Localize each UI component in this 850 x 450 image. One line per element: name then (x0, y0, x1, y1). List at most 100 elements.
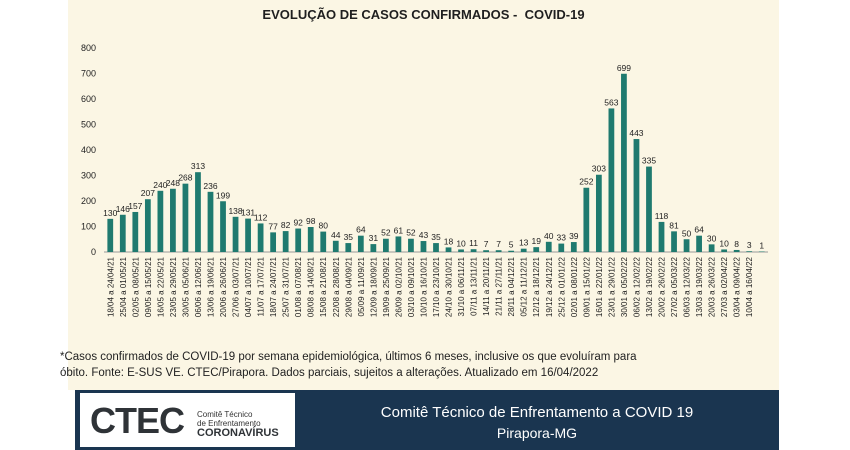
x-tick-label: 30/05 a 05/06/21 (181, 256, 190, 317)
data-label: 3 (747, 240, 752, 250)
x-tick-label: 18/04 a 24/04/21 (106, 256, 115, 317)
x-tick-label: 13/03 a 19/03/22 (695, 256, 704, 317)
bar (470, 249, 477, 252)
x-tick-label: 30/01 a 05/02/22 (620, 256, 629, 317)
data-label: 52 (381, 228, 391, 238)
data-label: 10 (456, 238, 466, 248)
data-label: 303 (592, 164, 606, 174)
bar (257, 223, 264, 252)
bar (533, 247, 540, 252)
bar (721, 249, 728, 252)
x-tick-label: 29/08 a 04/09/21 (344, 256, 353, 317)
bar (207, 191, 214, 252)
logo-subtitle-1: Comitê Técnico (197, 410, 253, 419)
x-tick-label: 13/02 a 19/02/22 (645, 256, 654, 317)
banner-title: Comitê Técnico de Enfrentamento a COVID … (380, 404, 694, 421)
x-tick-label: 26/09 a 02/10/21 (394, 256, 403, 317)
bar (119, 214, 126, 252)
x-tick-label: 25/07 a 31/07/21 (282, 256, 291, 317)
bar (708, 244, 715, 252)
y-tick-label: 800 (81, 43, 96, 53)
y-tick-label: 100 (81, 222, 96, 232)
data-label: 64 (694, 225, 704, 235)
x-tick-label: 31/10 a 06/11/21 (457, 256, 466, 316)
data-label: 248 (166, 178, 180, 188)
bar (520, 248, 527, 252)
x-tick-label: 12/12 a 18/12/21 (532, 256, 541, 317)
bar (608, 108, 615, 252)
data-label: 7 (484, 239, 489, 249)
data-label: 138 (228, 206, 242, 216)
logo-wordmark: CTEC (90, 400, 185, 441)
data-label: 199 (216, 190, 230, 200)
data-label: 30 (707, 233, 717, 243)
bar (132, 211, 139, 252)
x-tick-label: 08/08 a 14/08/21 (307, 256, 316, 317)
y-tick-label: 300 (81, 171, 96, 181)
data-label: 1 (759, 241, 764, 251)
bar (144, 199, 151, 252)
chart-panel: EVOLUÇÃO DE CASOS CONFIRMADOS - COVID-19… (68, 0, 779, 390)
bar (545, 241, 552, 252)
footer-banner: CTEC Comitê Técnico de Enfrentamento COR… (75, 390, 779, 450)
x-tick-label: 15/08 a 21/08/21 (319, 256, 328, 317)
bar (282, 231, 289, 252)
x-tick-label: 27/02 a 05/03/22 (670, 256, 679, 317)
bar (383, 238, 389, 252)
y-tick-label: 700 (81, 69, 96, 79)
bar (433, 243, 439, 252)
bar (508, 250, 515, 252)
x-tick-label: 01/08 a 07/08/21 (294, 256, 303, 317)
bar (182, 183, 189, 252)
bar (683, 239, 690, 252)
x-tick-label: 21/11 a 27/11/21 (495, 256, 504, 315)
x-tick-label: 09/05 a 15/05/21 (144, 256, 153, 317)
bar (621, 73, 627, 252)
data-label: 50 (682, 228, 692, 238)
data-label: 313 (191, 161, 205, 171)
bar (658, 221, 665, 252)
bar (195, 172, 201, 252)
logo-subtitle-2: de Enfrentamento (197, 419, 261, 428)
data-label: 19 (531, 236, 541, 246)
bar (307, 227, 314, 252)
data-label: 52 (406, 228, 416, 238)
bar (558, 243, 565, 252)
x-tick-label: 28/11 a 04/12/21 (507, 256, 516, 316)
x-tick-label: 02/01 a 08/01/22 (570, 256, 579, 317)
x-tick-label: 27/03 a 02/04/22 (720, 256, 729, 317)
x-tick-label: 04/07 a 10/07/21 (244, 256, 253, 317)
x-tick-label: 25/04 a 01/05/21 (119, 256, 128, 317)
data-label: 35 (344, 232, 354, 242)
data-label: 131 (241, 208, 255, 218)
data-label: 252 (579, 177, 593, 187)
bar (696, 235, 702, 252)
bar (646, 166, 652, 252)
x-tick-label: 19/12 a 24/12/21 (545, 256, 554, 317)
data-label: 98 (306, 216, 316, 226)
x-tick-label: 05/12 a 11/12/21 (520, 256, 529, 316)
data-label: 64 (356, 225, 366, 235)
bar (671, 231, 677, 252)
data-label: 236 (203, 181, 217, 191)
x-tick-label: 06/02 a 12/02/22 (632, 256, 641, 317)
data-label: 5 (509, 240, 514, 250)
x-tick-label: 06/03 a 12/03/22 (683, 256, 692, 317)
x-tick-label: 27/06 a 03/07/21 (232, 256, 241, 317)
bar (157, 190, 164, 252)
logo-subtitle-3: CORONAVÍRUS (197, 427, 279, 439)
x-tick-label: 06/06 a 12/06/21 (194, 256, 203, 317)
y-tick-label: 200 (81, 196, 96, 206)
x-tick-label: 18/07 a 24/07/21 (269, 256, 278, 317)
x-tick-label: 10/04 a 16/04/22 (745, 256, 754, 317)
bar (107, 218, 114, 252)
bar (633, 139, 640, 252)
data-label: 157 (128, 201, 142, 211)
data-label: 10 (719, 238, 729, 248)
bar (357, 235, 364, 252)
banner-subtitle: Pirapora-MG (496, 425, 578, 441)
bar (345, 243, 352, 252)
bar (758, 251, 765, 252)
bar (220, 201, 226, 252)
y-tick-label: 600 (81, 94, 96, 104)
